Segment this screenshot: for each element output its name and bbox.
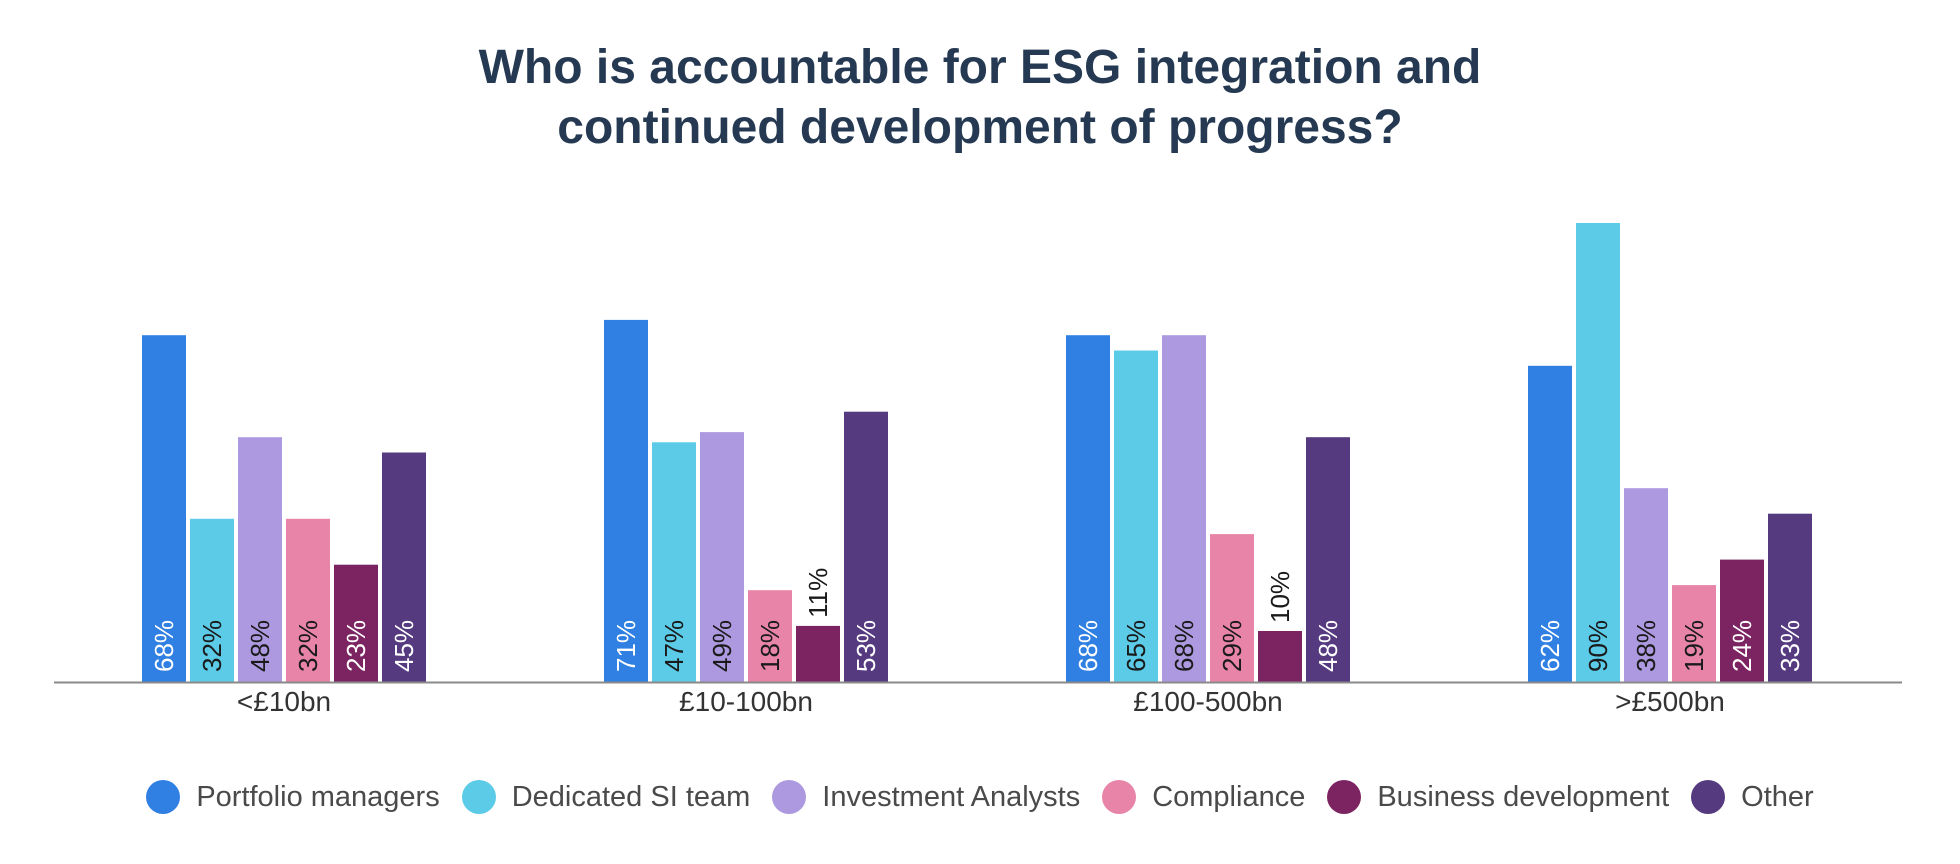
bar (796, 625, 840, 682)
bar (1576, 223, 1620, 682)
data-label: 48% (1313, 620, 1343, 672)
legend-item: Portfolio managers (146, 780, 440, 814)
bar-chart: 68% 32% 48% 32% 23% 45% <£10bn 71% 47% 49% 18% 11% 5… (54, 223, 1902, 717)
bar (1066, 335, 1110, 682)
data-label: 47% (659, 620, 689, 672)
legend-swatch (146, 780, 181, 814)
legend-swatch (772, 780, 807, 814)
bar-group: 68% 65% 68% 29% 10% 48% (1066, 335, 1350, 682)
data-label: 62% (1535, 620, 1565, 672)
data-label: 38% (1631, 620, 1661, 672)
legend-swatch (1102, 780, 1137, 814)
bar (1624, 488, 1668, 682)
data-label: 65% (1121, 620, 1151, 672)
data-label: 53% (851, 620, 881, 672)
chart-title: Who is accountable for ESG integration a… (0, 38, 1960, 158)
legend-label: Business development (1377, 780, 1670, 813)
chart-title-line-2: continued development of progress? (557, 101, 1403, 154)
legend-item: Other (1691, 780, 1814, 814)
bar (190, 518, 234, 682)
data-label: 23% (341, 620, 371, 672)
bar (1528, 365, 1572, 682)
legend-swatch (461, 780, 496, 814)
legend-item: Dedicated SI team (461, 780, 751, 814)
data-label: 29% (1217, 620, 1247, 672)
bar (1162, 335, 1206, 682)
x-tick-label: £100-500bn (1133, 686, 1282, 717)
legend-item: Investment Analysts (772, 780, 1080, 814)
bar (334, 564, 378, 682)
data-label: 32% (293, 620, 323, 672)
legend-item: Compliance (1102, 780, 1305, 814)
bar-group: 68% 32% 48% 32% 23% 45% (142, 335, 426, 682)
bar (700, 432, 744, 682)
x-tick-label: >£500bn (1615, 686, 1725, 717)
bar (1258, 631, 1302, 682)
x-tick-label: <£10bn (237, 686, 331, 717)
bar (1114, 350, 1158, 682)
bar (142, 335, 186, 682)
bar-group: 62% 90% 38% 19% 24% 33% (1528, 223, 1812, 682)
data-label: 49% (707, 620, 737, 672)
data-label: 68% (149, 620, 179, 672)
legend-swatch (1691, 780, 1726, 814)
legend-item: Business development (1327, 780, 1669, 814)
bar (286, 518, 330, 682)
data-label: 19% (1679, 620, 1709, 672)
data-label: 45% (389, 620, 419, 672)
bar (238, 437, 282, 682)
bar (1306, 437, 1350, 682)
data-label: 24% (1727, 620, 1757, 672)
bar (604, 319, 648, 682)
data-label: 68% (1073, 620, 1103, 672)
data-label: 11% (803, 568, 833, 618)
x-tick-label: £10-100bn (679, 686, 813, 717)
legend-label: Investment Analysts (822, 780, 1081, 813)
data-label: 68% (1169, 620, 1199, 672)
bar (652, 442, 696, 682)
bar-group: 71% 47% 49% 18% 11% 53% (604, 319, 888, 682)
bar (1210, 534, 1254, 682)
legend-label: Compliance (1152, 780, 1306, 813)
chart-title-line-1: Who is accountable for ESG integration a… (478, 41, 1482, 94)
bar (1720, 559, 1764, 682)
legend-swatch (1327, 780, 1362, 814)
legend-label: Portfolio managers (196, 780, 440, 813)
bar (1768, 513, 1812, 682)
data-label: 32% (197, 620, 227, 672)
legend-label: Dedicated SI team (511, 780, 751, 813)
chart-legend: Portfolio managers Dedicated SI team Inves… (0, 780, 1960, 814)
data-label: 90% (1583, 620, 1613, 672)
bar (1672, 585, 1716, 682)
data-label: 33% (1775, 620, 1805, 672)
legend-label: Other (1741, 780, 1814, 813)
bar (748, 590, 792, 682)
bar (844, 411, 888, 682)
data-label: 48% (245, 620, 275, 672)
bar (382, 452, 426, 682)
data-label: 18% (755, 620, 785, 672)
data-label: 10% (1265, 571, 1295, 623)
data-label: 71% (611, 620, 641, 672)
